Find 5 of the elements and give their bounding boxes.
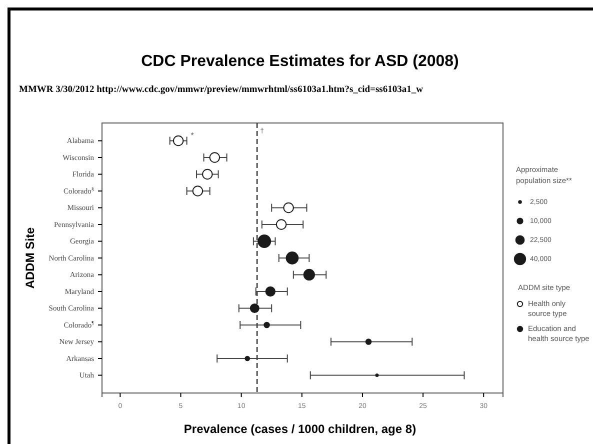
annotation: * bbox=[190, 130, 194, 140]
x-axis-title: Prevalence (cases / 1000 children, age 8) bbox=[184, 422, 416, 436]
chart-subtitle: MMWR 3/30/2012 http://www.cdc.gov/mmwr/preview/mmwrhtml/ss6103a1.htm?s_cid=ss6103a1_w bbox=[19, 85, 424, 95]
chart-title: CDC Prevalence Estimates for ASD (2008) bbox=[141, 53, 459, 70]
y-axis-title: ADDM Site bbox=[23, 227, 37, 289]
